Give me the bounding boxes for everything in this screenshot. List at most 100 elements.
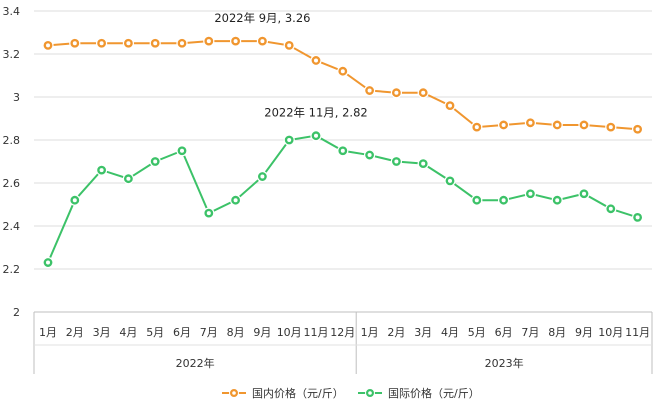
data-point	[122, 37, 134, 49]
data-point-center	[99, 168, 104, 173]
x-tick-label: 9月	[575, 326, 593, 339]
data-point	[283, 134, 295, 146]
data-point-center	[126, 41, 131, 46]
data-point-center	[555, 198, 560, 203]
year-label: 2022年	[176, 356, 215, 370]
data-point-center	[421, 161, 426, 166]
x-tick-label: 10月	[277, 326, 302, 339]
data-point	[605, 203, 617, 215]
x-tick-label: 2月	[66, 326, 84, 339]
legend-item: 国际价格（元/斤）	[358, 386, 480, 400]
data-point-center	[501, 122, 506, 127]
data-point-center	[260, 174, 265, 179]
data-point-center	[582, 191, 586, 196]
x-tick-label: 4月	[119, 326, 137, 339]
data-point	[631, 211, 644, 223]
data-point-center	[126, 176, 131, 181]
year-label: 2023年	[485, 356, 524, 370]
data-point	[364, 149, 376, 161]
x-tick-label: 5月	[146, 326, 164, 339]
data-point-center	[46, 260, 50, 265]
x-tick-label: 1月	[39, 326, 57, 339]
data-point-center	[72, 198, 77, 203]
data-point-center	[474, 198, 479, 203]
data-point	[605, 121, 617, 133]
x-tick-label: 9月	[253, 326, 271, 339]
data-point	[69, 194, 81, 206]
data-point-center	[153, 41, 158, 46]
x-tick-label: 3月	[93, 326, 111, 339]
x-tick-label: 6月	[173, 326, 191, 339]
data-point	[283, 39, 295, 52]
y-tick-label: 3.2	[3, 48, 21, 61]
x-tick-label: 2月	[387, 326, 405, 339]
data-point	[310, 130, 322, 142]
data-point-center	[474, 125, 479, 130]
y-tick-label: 2.6	[3, 177, 21, 190]
data-point-center	[528, 191, 533, 196]
legend-label: 国内价格（元/斤）	[252, 386, 344, 400]
data-point-center	[99, 41, 104, 46]
x-tick-label: 6月	[495, 326, 513, 339]
data-point-center	[287, 43, 292, 48]
data-point	[149, 37, 161, 49]
x-tick-label: 12月	[330, 326, 355, 339]
data-point	[578, 119, 590, 131]
data-point-center	[394, 159, 399, 164]
data-point	[364, 84, 376, 97]
data-point	[230, 194, 242, 206]
x-tick-label: 11月	[304, 326, 329, 339]
x-tick-label: 4月	[441, 326, 459, 339]
data-point	[444, 175, 456, 187]
data-point	[69, 37, 81, 49]
x-tick-label: 1月	[361, 326, 379, 339]
series-markers	[42, 35, 644, 269]
data-point	[417, 87, 429, 99]
data-point-center	[206, 39, 211, 44]
data-point-center	[421, 90, 426, 95]
data-point	[256, 35, 268, 47]
y-tick-label: 2.4	[3, 220, 21, 233]
data-point-center	[394, 90, 399, 95]
y-tick-label: 2.8	[3, 134, 21, 147]
data-annotations: 2022年 9月, 3.26 2022年 11月, 2.82	[214, 11, 367, 120]
data-point	[95, 37, 108, 49]
data-point-center	[608, 206, 613, 211]
data-point	[337, 145, 349, 157]
data-point-center	[608, 125, 613, 130]
x-tick-label: 11月	[625, 326, 650, 339]
data-point-center	[180, 41, 184, 46]
legend: 国内价格（元/斤） 国际价格（元/斤）	[222, 386, 480, 400]
data-annotation: 2022年 9月, 3.26	[214, 11, 310, 25]
data-point	[471, 194, 483, 206]
data-point-center	[72, 41, 77, 46]
legend-item: 国内价格（元/斤）	[222, 386, 344, 400]
data-point-center	[635, 127, 640, 132]
data-point-center	[555, 122, 560, 127]
data-point-center	[287, 138, 292, 142]
data-point	[122, 173, 134, 185]
data-point	[390, 87, 402, 99]
legend-marker-center	[368, 391, 372, 395]
data-point	[498, 194, 510, 206]
data-point-center	[340, 69, 345, 74]
y-tick-label: 2	[13, 306, 20, 319]
x-tick-label: 7月	[200, 326, 218, 339]
data-point	[95, 164, 108, 176]
x-tick-label: 8月	[227, 326, 245, 339]
data-point	[310, 54, 322, 67]
data-point-center	[260, 39, 265, 44]
x-axis: 1月 2月 3月 4月 5月 6月 7月 8月 9月 10月 11月 12月 1月 2月 3月 4月 5月 6月 7…	[33, 311, 653, 374]
data-point	[42, 256, 54, 269]
data-point-center	[180, 148, 184, 153]
legend-label: 国际价格（元/斤）	[388, 386, 480, 400]
y-tick-label: 3	[13, 91, 20, 104]
data-point-center	[528, 120, 533, 125]
data-point-center	[501, 198, 506, 203]
data-point	[551, 194, 563, 206]
data-point-center	[367, 153, 372, 158]
y-tick-label: 3.4	[3, 5, 21, 18]
data-point-center	[340, 148, 345, 153]
data-point	[176, 37, 188, 49]
